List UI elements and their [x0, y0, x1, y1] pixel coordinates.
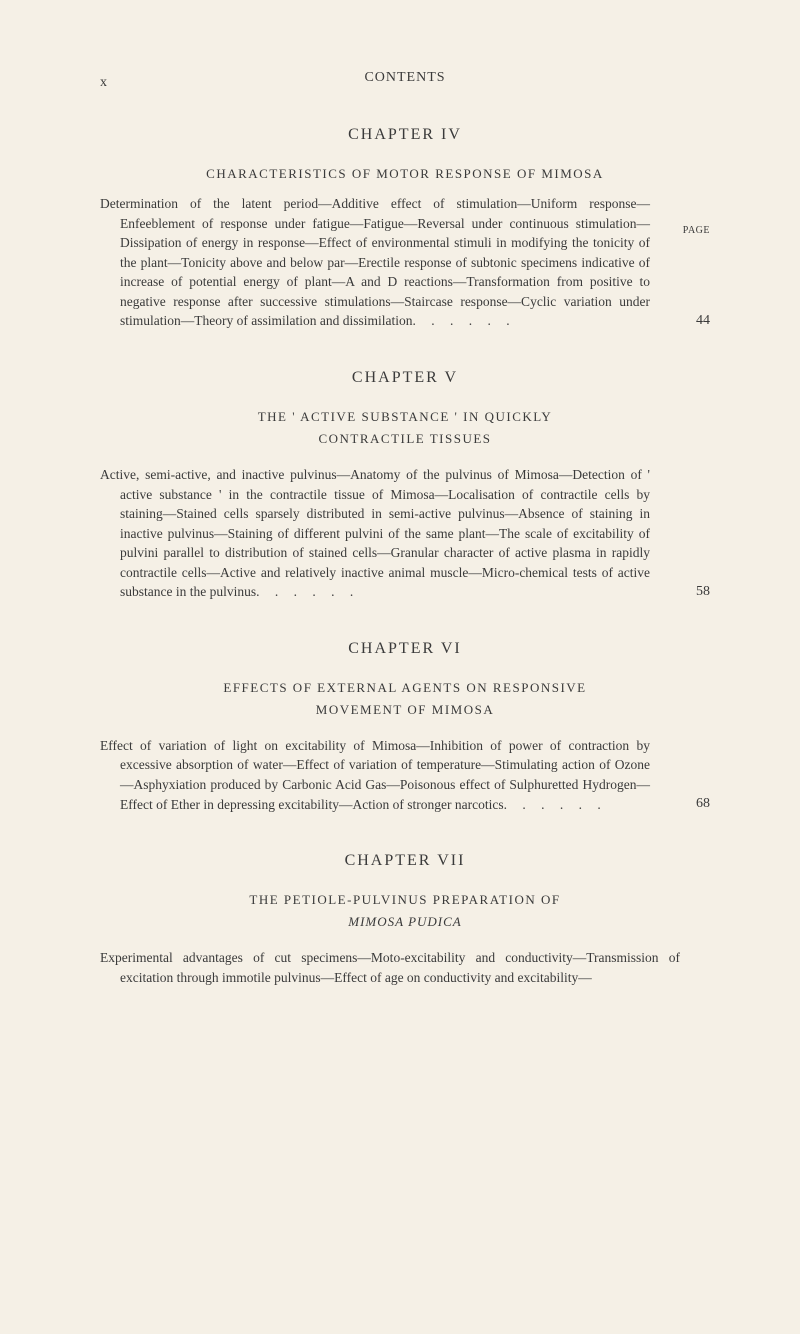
chapter-6-page: 68	[680, 796, 710, 814]
chapter-7-subtitle-2: MIMOSA PUDICA	[100, 914, 710, 930]
chapter-6-text: Effect of variation of light on excitabi…	[100, 736, 680, 814]
chapter-7-subtitle-1: THE PETIOLE-PULVINUS PREPARATION OF	[100, 892, 710, 908]
chapter-5-subtitle-1: THE ' ACTIVE SUBSTANCE ' IN QUICKLY	[100, 409, 710, 425]
page-numeral: x	[100, 75, 107, 91]
page-label: PAGE	[683, 225, 710, 236]
chapter-5-heading: CHAPTER V	[100, 369, 710, 387]
header-title: CONTENTS	[100, 70, 710, 86]
chapter-7-text: Experimental advantages of cut specimens…	[100, 948, 710, 987]
chapter-5-entry: Active, semi-active, and inactive pulvin…	[100, 465, 710, 602]
chapter-6-heading: CHAPTER VI	[100, 640, 710, 658]
chapter-4-subtitle: CHARACTERISTICS OF MOTOR RESPONSE OF MIM…	[100, 166, 710, 182]
chapter-4-entry: Determination of the latent period—Addit…	[100, 194, 710, 331]
chapter-5-page: 58	[680, 584, 710, 602]
chapter-4-heading: CHAPTER IV	[100, 126, 710, 144]
chapter-5-subtitle-2: CONTRACTILE TISSUES	[100, 431, 710, 447]
chapter-5-text: Active, semi-active, and inactive pulvin…	[100, 465, 680, 602]
chapter-6-subtitle-2: MOVEMENT OF MIMOSA	[100, 702, 710, 718]
chapter-6-subtitle-1: EFFECTS OF EXTERNAL AGENTS ON RESPONSIVE	[100, 680, 710, 696]
chapter-4-text: Determination of the latent period—Addit…	[100, 194, 680, 331]
chapter-6-entry: Effect of variation of light on excitabi…	[100, 736, 710, 814]
chapter-7-entry: Experimental advantages of cut specimens…	[100, 948, 710, 987]
chapter-4-page: 44	[680, 313, 710, 331]
chapter-7-heading: CHAPTER VII	[100, 852, 710, 870]
